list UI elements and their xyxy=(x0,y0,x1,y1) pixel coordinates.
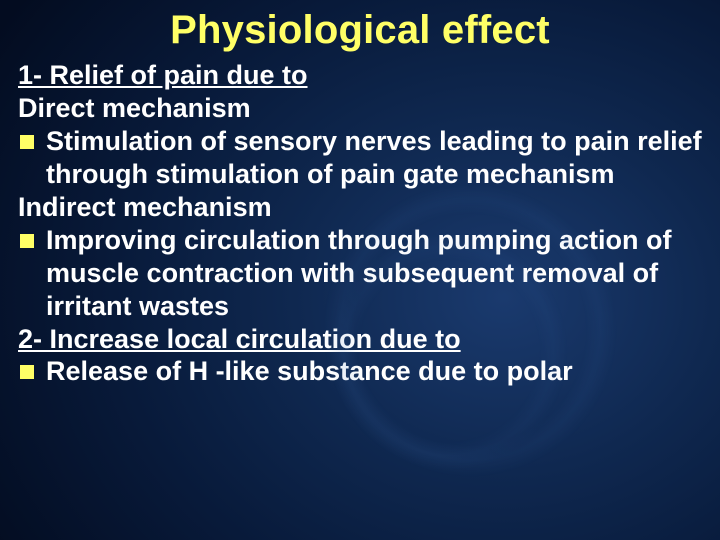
square-bullet-icon xyxy=(20,365,34,379)
bullet-item: Improving circulation through pumping ac… xyxy=(18,224,702,323)
subheading-indirect: Indirect mechanism xyxy=(18,191,702,224)
bullet-text: Stimulation of sensory nerves leading to… xyxy=(46,125,702,191)
square-bullet-icon xyxy=(20,234,34,248)
bullet-item: Release of H -like substance due to pola… xyxy=(18,355,702,388)
bullet-item: Stimulation of sensory nerves leading to… xyxy=(18,125,702,191)
subheading-direct: Direct mechanism xyxy=(18,92,702,125)
square-bullet-icon xyxy=(20,135,34,149)
bullet-text: Improving circulation through pumping ac… xyxy=(46,224,702,323)
section-heading-2: 2- Increase local circulation due to xyxy=(18,323,702,356)
slide-body: 1- Relief of pain due to Direct mechanis… xyxy=(18,59,702,388)
bullet-text: Release of H -like substance due to pola… xyxy=(46,355,702,388)
section-heading-1: 1- Relief of pain due to xyxy=(18,59,702,92)
slide-title: Physiological effect xyxy=(18,8,702,53)
